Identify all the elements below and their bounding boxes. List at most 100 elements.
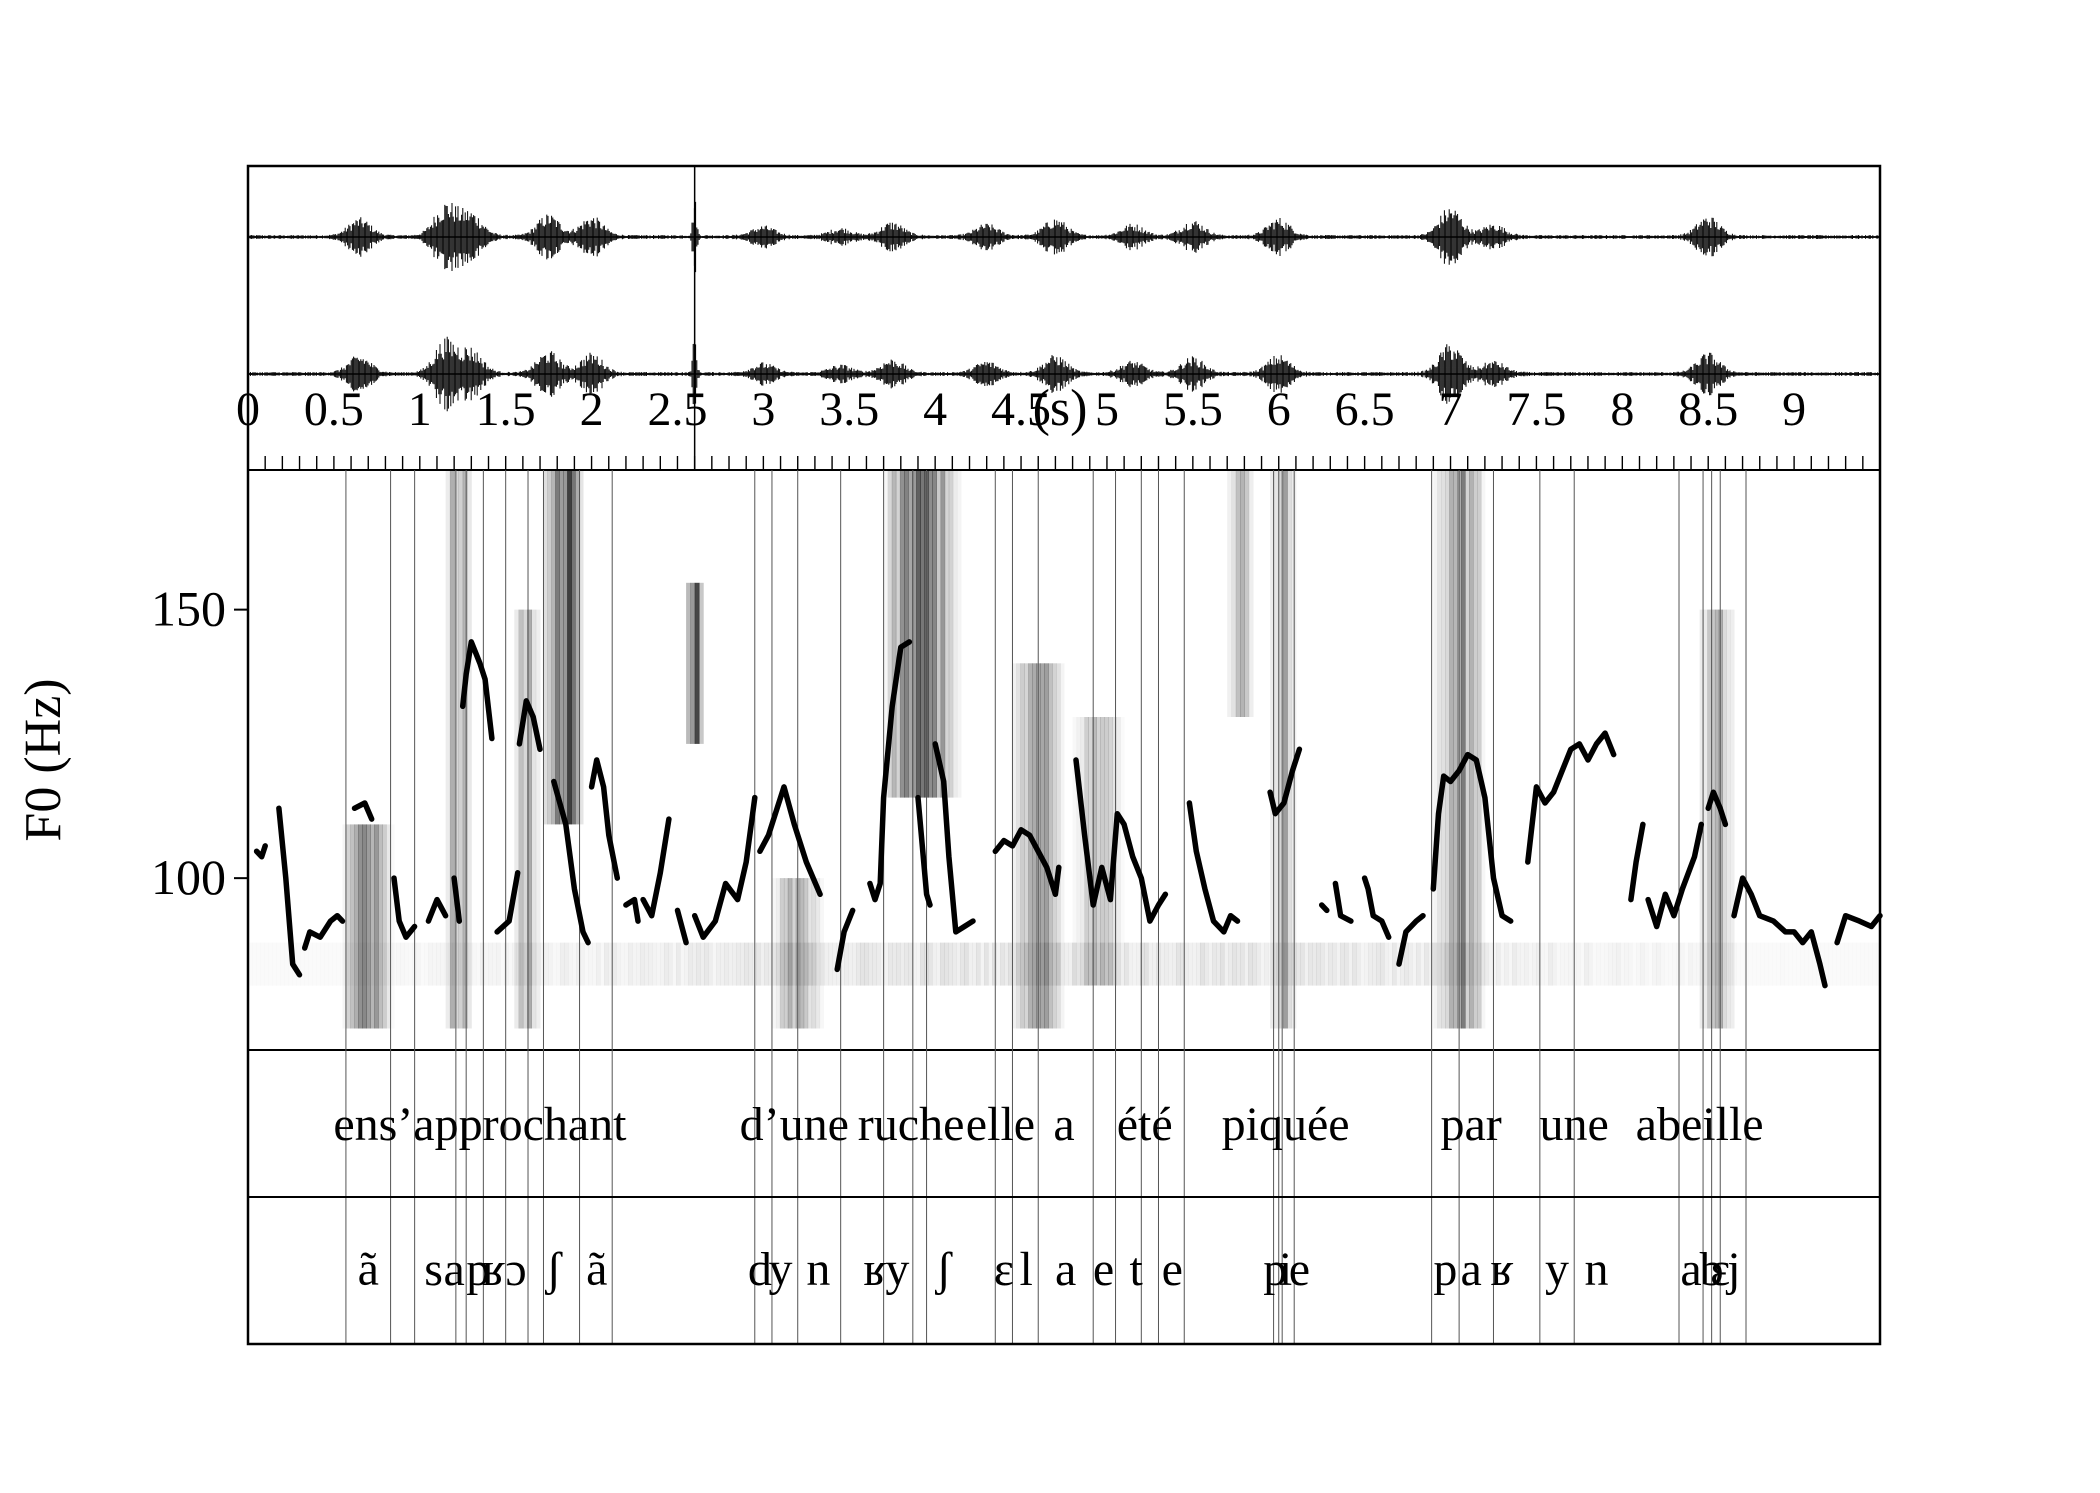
spectrogram-cell bbox=[1076, 717, 1082, 986]
phone-label: a bbox=[1055, 1243, 1076, 1296]
spectrogram-cell bbox=[1684, 943, 1689, 986]
spectrogram-cell bbox=[540, 942, 545, 986]
phone-label: ɛ bbox=[994, 1243, 1014, 1296]
spectrogram-cell bbox=[1248, 470, 1254, 717]
spectrogram-cell bbox=[760, 942, 765, 986]
spectrogram-cell bbox=[1604, 943, 1609, 986]
spectrogram-cell bbox=[535, 609, 541, 1029]
spectrogram-cell bbox=[832, 942, 837, 986]
spectrogram-cell bbox=[1764, 943, 1769, 986]
spectrogram-cell bbox=[1048, 663, 1053, 1029]
spectrogram-cell bbox=[1404, 942, 1409, 986]
spectrogram-cell bbox=[880, 942, 885, 986]
f0-segment bbox=[301, 912, 346, 951]
spectrogram-cell bbox=[522, 609, 528, 1029]
text-grid-tiers: ens’approchant d’une ruche elle a été piquée pa… bbox=[248, 1098, 1880, 1296]
spectrogram-cell bbox=[592, 943, 597, 986]
spectrogram-cell bbox=[1068, 942, 1073, 986]
spectrogram-cell bbox=[844, 942, 849, 986]
spectrogram-cell bbox=[1332, 942, 1337, 986]
spectrogram-cell bbox=[1428, 942, 1433, 986]
spectrogram-cell bbox=[1632, 943, 1637, 986]
spectrogram-cell bbox=[932, 470, 937, 798]
spectrogram-cell bbox=[716, 942, 721, 986]
spectrogram-cell bbox=[1052, 663, 1057, 1029]
spectrogram-cell bbox=[976, 942, 981, 986]
spectrogram-cell bbox=[1656, 942, 1661, 986]
spectrogram-cell bbox=[952, 470, 958, 798]
spectrogram-cell bbox=[336, 943, 341, 986]
f0-segment bbox=[992, 827, 1062, 898]
spectrogram-cell bbox=[1461, 470, 1466, 1029]
spectrogram-cell bbox=[1544, 943, 1549, 986]
waveform-panel bbox=[247, 166, 1880, 470]
x-tick-label: 9 bbox=[1782, 383, 1806, 436]
spectrogram-cell bbox=[1108, 942, 1113, 986]
spectrogram-cell bbox=[696, 942, 701, 986]
spectrogram-cell bbox=[1700, 943, 1705, 986]
spectrogram-cell bbox=[740, 942, 745, 986]
spectrogram-cell bbox=[596, 942, 601, 986]
spectrogram-cell bbox=[374, 824, 379, 1029]
spectrogram-cell bbox=[462, 470, 468, 1029]
spectrogram-cell bbox=[1231, 470, 1237, 717]
spectrogram-cell bbox=[1856, 943, 1861, 986]
spectrogram-cell bbox=[472, 943, 477, 986]
f0-segment bbox=[1731, 875, 1828, 989]
spectrogram-cell bbox=[1736, 943, 1741, 986]
spectrogram-cell bbox=[796, 942, 801, 986]
spectrogram-cell bbox=[775, 878, 781, 1029]
spectrogram-cell bbox=[1452, 943, 1457, 986]
spectrogram-cell bbox=[1756, 943, 1761, 986]
spectrogram-cell bbox=[1104, 717, 1109, 986]
spectrogram-cell bbox=[1288, 942, 1293, 986]
spectrogram-cell bbox=[579, 470, 584, 825]
f0-segment bbox=[757, 784, 823, 898]
y-tick-label: 100 bbox=[151, 849, 226, 905]
f0-segment bbox=[1318, 902, 1330, 914]
spectrogram-cell bbox=[350, 824, 355, 1029]
spectrogram-cell bbox=[899, 470, 905, 798]
spectrogram-cell bbox=[1453, 470, 1458, 1029]
spectrogram-cell bbox=[807, 878, 813, 1029]
f0-segment bbox=[691, 794, 758, 940]
spectrogram-cell bbox=[508, 943, 513, 986]
phone-label: ʁ bbox=[863, 1243, 886, 1296]
spectrogram-cell bbox=[912, 470, 917, 798]
spectrogram-cell bbox=[458, 470, 464, 1029]
spectrogram-cell bbox=[1652, 942, 1657, 986]
word-label: d’une bbox=[740, 1098, 849, 1151]
spectrogram-cell bbox=[480, 942, 485, 986]
spectrogram-cell bbox=[556, 943, 561, 986]
spectrogram-cell bbox=[620, 943, 625, 986]
spectrogram-cell bbox=[584, 943, 589, 986]
spectrogram-cell bbox=[1468, 943, 1473, 986]
spectrogram-cell bbox=[1524, 942, 1529, 986]
phone-label: ɛ bbox=[1710, 1243, 1730, 1296]
spectrogram-cell bbox=[996, 942, 1001, 986]
f0-segment bbox=[1361, 875, 1392, 940]
spectrogram-cell bbox=[454, 470, 459, 1029]
spectrogram-cell bbox=[1588, 942, 1593, 986]
spectrogram-cell bbox=[800, 942, 805, 986]
f0-segment bbox=[1705, 789, 1729, 828]
segment-boundaries bbox=[345, 470, 1747, 1344]
spectrogram-cell bbox=[1576, 942, 1581, 986]
spectrogram-cell bbox=[445, 470, 451, 1029]
spectrogram-cell bbox=[368, 943, 373, 986]
spectrogram-cell bbox=[1568, 942, 1573, 986]
spectrogram-cell bbox=[1004, 942, 1009, 986]
spectrogram-cell bbox=[1612, 942, 1617, 986]
spectrogram-cell bbox=[1648, 943, 1653, 986]
spectrogram-cell bbox=[968, 942, 973, 986]
y-axis-label: F0 (Hz) bbox=[15, 678, 72, 841]
spectrogram-cell bbox=[1072, 942, 1077, 986]
spectrogram-cell bbox=[1224, 942, 1229, 986]
spectrogram-cell bbox=[956, 470, 962, 798]
spectrogram-cell bbox=[776, 942, 781, 986]
spectrogram-cell bbox=[984, 942, 989, 986]
spectrogram-cell bbox=[372, 943, 377, 986]
spectrogram-cell bbox=[524, 942, 529, 986]
x-axis-label: (s) bbox=[1033, 380, 1088, 437]
spectrogram-cell bbox=[1024, 663, 1029, 1029]
